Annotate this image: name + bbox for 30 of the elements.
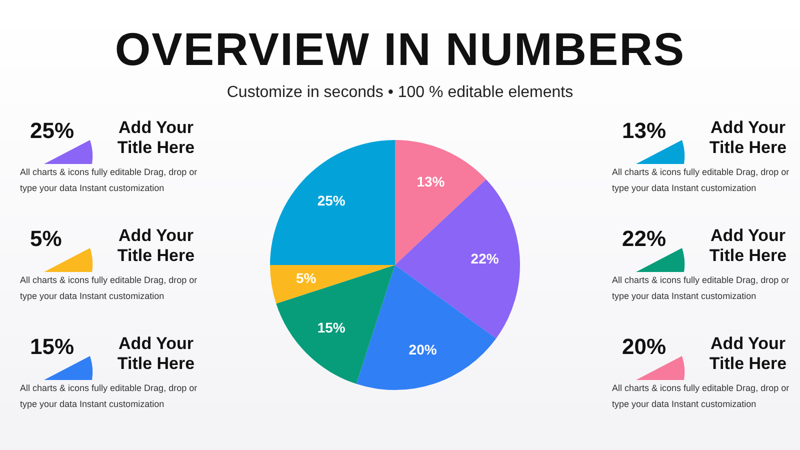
text: All charts & icons fully editable Drag, drop or type your data Instant customization bbox=[612, 274, 790, 303]
text: 15% bbox=[30, 334, 74, 360]
text: Add Your Title Here bbox=[116, 334, 196, 374]
chart-title: OVERVIEW IN NUMBERS bbox=[114, 22, 686, 76]
text: 22% bbox=[622, 226, 666, 252]
pie-slice bbox=[270, 265, 395, 304]
data-label: 5% bbox=[296, 270, 317, 286]
pie-slice bbox=[356, 265, 496, 390]
text: 5% bbox=[30, 226, 62, 252]
data-label: 20% bbox=[408, 342, 438, 358]
text: All charts & icons fully editable Drag, drop or type your data Instant customization bbox=[20, 166, 198, 195]
text: All charts & icons fully editable Drag, drop or type your data Instant customization bbox=[20, 274, 198, 303]
pie-slice bbox=[270, 140, 395, 265]
text: 25% bbox=[30, 118, 74, 144]
text: Add Your Title Here bbox=[708, 118, 788, 158]
text: Add Your Title Here bbox=[708, 226, 788, 266]
text: All charts & icons fully editable Drag, drop or type your data Instant customization bbox=[612, 166, 790, 195]
data-label: 25% bbox=[317, 192, 346, 208]
text: All charts & icons fully editable Drag, drop or type your data Instant customization bbox=[612, 382, 790, 411]
chart-subtitle: Customize in seconds • 100 % editable elements bbox=[226, 84, 574, 102]
pie-slice bbox=[276, 265, 395, 384]
data-label: 15% bbox=[317, 320, 346, 336]
text: 13% bbox=[622, 118, 666, 144]
text: Add Your Title Here bbox=[708, 334, 788, 374]
data-label: 22% bbox=[470, 250, 500, 266]
text: Add Your Title Here bbox=[116, 118, 196, 158]
text: All charts & icons fully editable Drag, drop or type your data Instant customization bbox=[20, 382, 198, 411]
data-label: 13% bbox=[416, 173, 446, 190]
text: Add Your Title Here bbox=[116, 226, 196, 266]
text: 20% bbox=[622, 334, 666, 360]
